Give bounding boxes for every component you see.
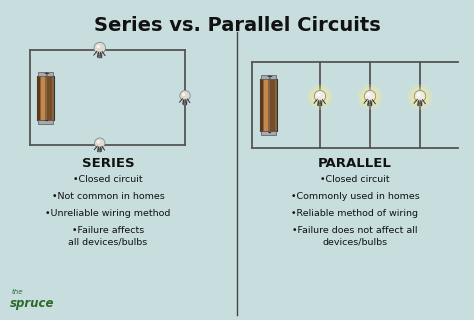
Bar bbox=[38, 119, 54, 124]
Bar bbox=[270, 79, 275, 131]
Bar bbox=[261, 79, 277, 131]
Bar bbox=[47, 76, 52, 119]
Bar bbox=[368, 103, 372, 104]
Bar bbox=[37, 76, 55, 119]
Circle shape bbox=[367, 93, 370, 96]
Circle shape bbox=[418, 93, 419, 96]
Bar bbox=[183, 103, 187, 104]
Bar bbox=[318, 103, 322, 104]
Bar bbox=[318, 104, 322, 105]
Circle shape bbox=[361, 88, 379, 106]
Circle shape bbox=[94, 138, 105, 148]
Text: •Reliable method of wiring: •Reliable method of wiring bbox=[292, 209, 419, 218]
Bar bbox=[98, 56, 102, 57]
Bar bbox=[183, 100, 187, 102]
Circle shape bbox=[408, 85, 432, 109]
Bar bbox=[98, 150, 101, 151]
Text: Series vs. Parallel Circuits: Series vs. Parallel Circuits bbox=[94, 16, 380, 35]
Bar bbox=[261, 79, 263, 131]
Text: +: + bbox=[266, 74, 272, 80]
Bar bbox=[418, 101, 422, 103]
Circle shape bbox=[310, 88, 329, 106]
Text: PARALLEL: PARALLEL bbox=[318, 157, 392, 170]
Bar bbox=[418, 105, 422, 106]
Circle shape bbox=[182, 93, 185, 95]
Text: •Not common in homes: •Not common in homes bbox=[52, 192, 164, 201]
Circle shape bbox=[365, 91, 376, 102]
Text: +: + bbox=[43, 70, 49, 76]
Text: the: the bbox=[12, 289, 24, 295]
Circle shape bbox=[180, 91, 190, 101]
Circle shape bbox=[98, 141, 100, 143]
Text: •Commonly used in homes: •Commonly used in homes bbox=[291, 192, 419, 201]
Bar bbox=[318, 101, 322, 103]
Bar bbox=[98, 53, 102, 55]
Bar bbox=[41, 76, 45, 119]
Bar bbox=[264, 79, 268, 131]
Circle shape bbox=[413, 90, 427, 104]
Circle shape bbox=[314, 91, 326, 102]
Bar bbox=[98, 148, 101, 149]
Bar bbox=[262, 75, 276, 79]
Bar bbox=[418, 104, 422, 105]
Bar bbox=[38, 71, 54, 76]
Circle shape bbox=[313, 90, 327, 104]
Text: -: - bbox=[44, 117, 48, 126]
Circle shape bbox=[94, 42, 106, 54]
Text: •Failure does not affect all
devices/bulbs: •Failure does not affect all devices/bul… bbox=[292, 226, 418, 246]
Bar bbox=[183, 104, 187, 105]
Circle shape bbox=[358, 85, 382, 109]
Bar bbox=[37, 76, 40, 119]
Text: •Unreliable wiring method: •Unreliable wiring method bbox=[46, 209, 171, 218]
Bar bbox=[418, 103, 422, 104]
Bar bbox=[183, 102, 187, 103]
Text: SERIES: SERIES bbox=[82, 157, 134, 170]
Bar bbox=[262, 131, 276, 135]
Text: •Closed circuit: •Closed circuit bbox=[320, 175, 390, 184]
Text: spruce: spruce bbox=[10, 297, 55, 310]
Circle shape bbox=[363, 90, 377, 104]
Bar bbox=[368, 104, 372, 105]
Text: -: - bbox=[267, 129, 271, 138]
Text: •Closed circuit: •Closed circuit bbox=[73, 175, 143, 184]
Circle shape bbox=[318, 93, 320, 96]
Bar bbox=[318, 105, 322, 106]
Bar bbox=[368, 105, 372, 106]
Bar bbox=[98, 149, 101, 150]
Bar bbox=[98, 57, 101, 58]
Circle shape bbox=[97, 45, 100, 48]
Bar bbox=[98, 151, 101, 152]
Circle shape bbox=[308, 85, 332, 109]
Bar bbox=[98, 55, 102, 56]
Text: •Failure affects
all devices/bulbs: •Failure affects all devices/bulbs bbox=[68, 226, 147, 246]
Bar bbox=[368, 101, 372, 103]
Circle shape bbox=[410, 88, 429, 106]
Circle shape bbox=[414, 91, 426, 102]
